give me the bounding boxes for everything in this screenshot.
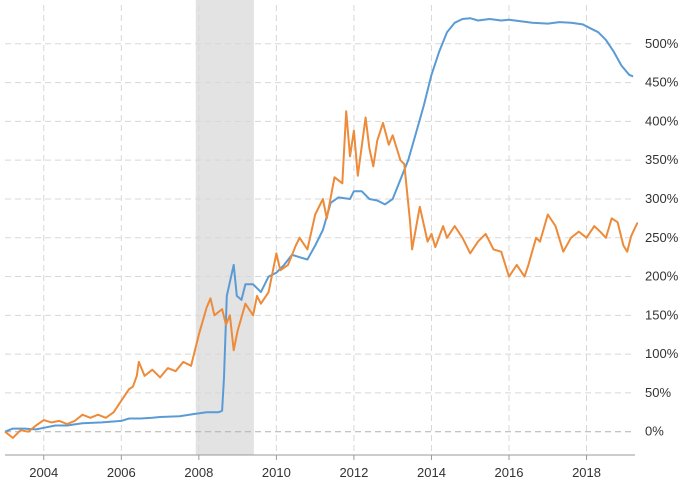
y-tick-label: 150% [645,307,679,322]
x-tick-label: 2006 [107,465,136,480]
y-tick-label: 400% [645,113,679,128]
y-tick-label: 200% [645,269,679,284]
y-tick-label: 350% [645,152,679,167]
y-tick-label: 500% [645,36,679,51]
series-line-1 [4,17,634,433]
y-tick-label: 250% [645,230,679,245]
y-tick-label: 0% [645,424,664,439]
x-tick-label: 2008 [184,465,213,480]
y-tick-label: 100% [645,346,679,361]
shaded-region [195,0,254,455]
x-tick-label: 2012 [339,465,368,480]
x-tick-label: 2014 [417,465,446,480]
y-tick-label: 300% [645,191,679,206]
y-tick-label: 50% [645,385,671,400]
x-tick-label: 2004 [29,465,58,480]
x-tick-label: 2010 [262,465,291,480]
y-tick-label: 450% [645,75,679,90]
x-tick-label: 2016 [495,465,524,480]
x-tick-label: 2018 [572,465,601,480]
series-line-2 [4,110,638,439]
